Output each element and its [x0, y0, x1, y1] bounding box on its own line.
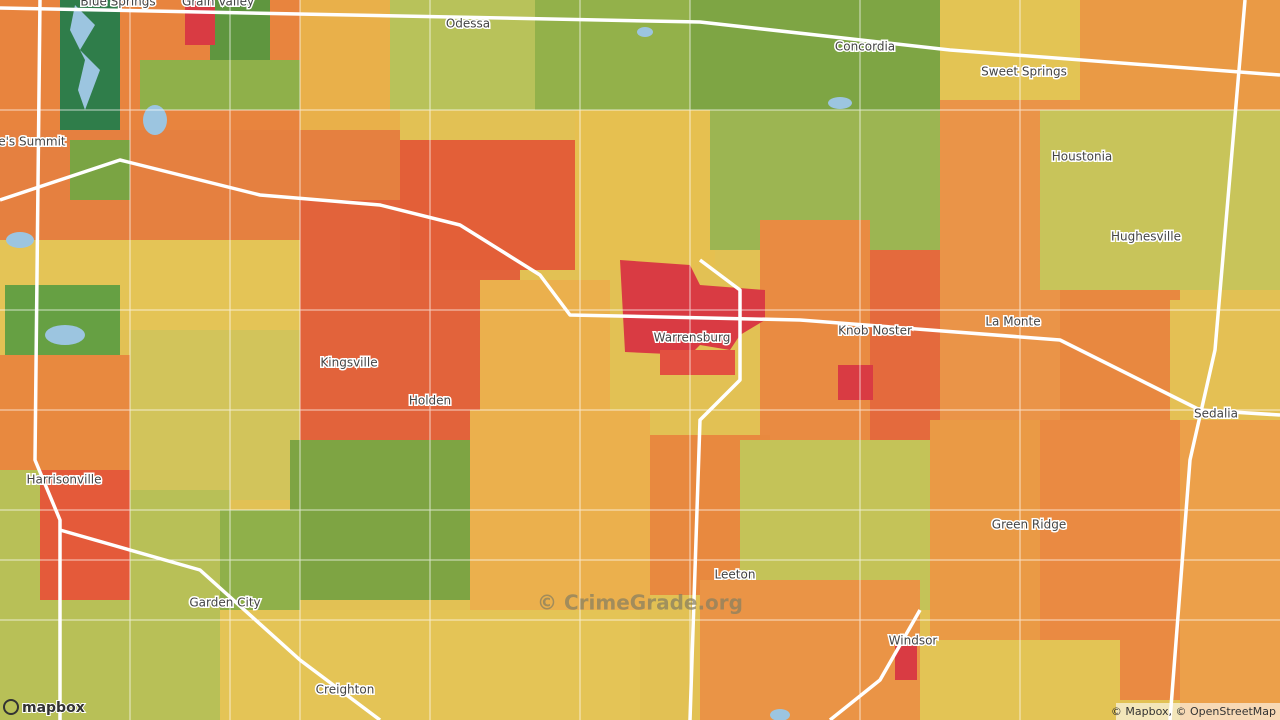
place-label: Windsor — [889, 634, 938, 648]
water — [6, 5, 852, 720]
watermark: © CrimeGrade.org — [537, 591, 743, 615]
mapbox-logo[interactable]: mapbox — [3, 699, 86, 717]
place-labels: Blue Springs Grain Valley Odessa Concord… — [0, 0, 1240, 698]
place-label: La Monte — [985, 315, 1040, 329]
place-label: Grain Valley — [182, 0, 254, 9]
place-label: Creighton — [316, 683, 375, 697]
place-label: Harrisonville — [26, 473, 101, 487]
place-label: Sweet Springs — [981, 65, 1067, 79]
place-label: Holden — [409, 394, 451, 408]
logo-text[interactable]: mapbox — [21, 699, 86, 717]
place-label: Kingsville — [320, 356, 377, 370]
place-label: Hughesville — [1111, 230, 1181, 244]
attribution[interactable]: © Mapbox, © OpenStreetMap — [1111, 705, 1276, 718]
place-label: Leeton — [715, 568, 756, 582]
place-label: Warrensburg — [654, 331, 731, 345]
place-label: Sedalia — [1194, 407, 1238, 421]
place-label: Blue Springs — [80, 0, 155, 9]
attribution-box — [1116, 703, 1280, 720]
place-label: Green Ridge — [992, 518, 1066, 532]
place-label: Concordia — [835, 40, 895, 54]
place-label: Houstonia — [1052, 150, 1113, 164]
place-label: Knob Noster — [838, 324, 912, 338]
place-label: Lee's Summit — [0, 135, 66, 149]
place-label: Garden City — [189, 596, 260, 610]
place-label: Odessa — [446, 17, 490, 31]
